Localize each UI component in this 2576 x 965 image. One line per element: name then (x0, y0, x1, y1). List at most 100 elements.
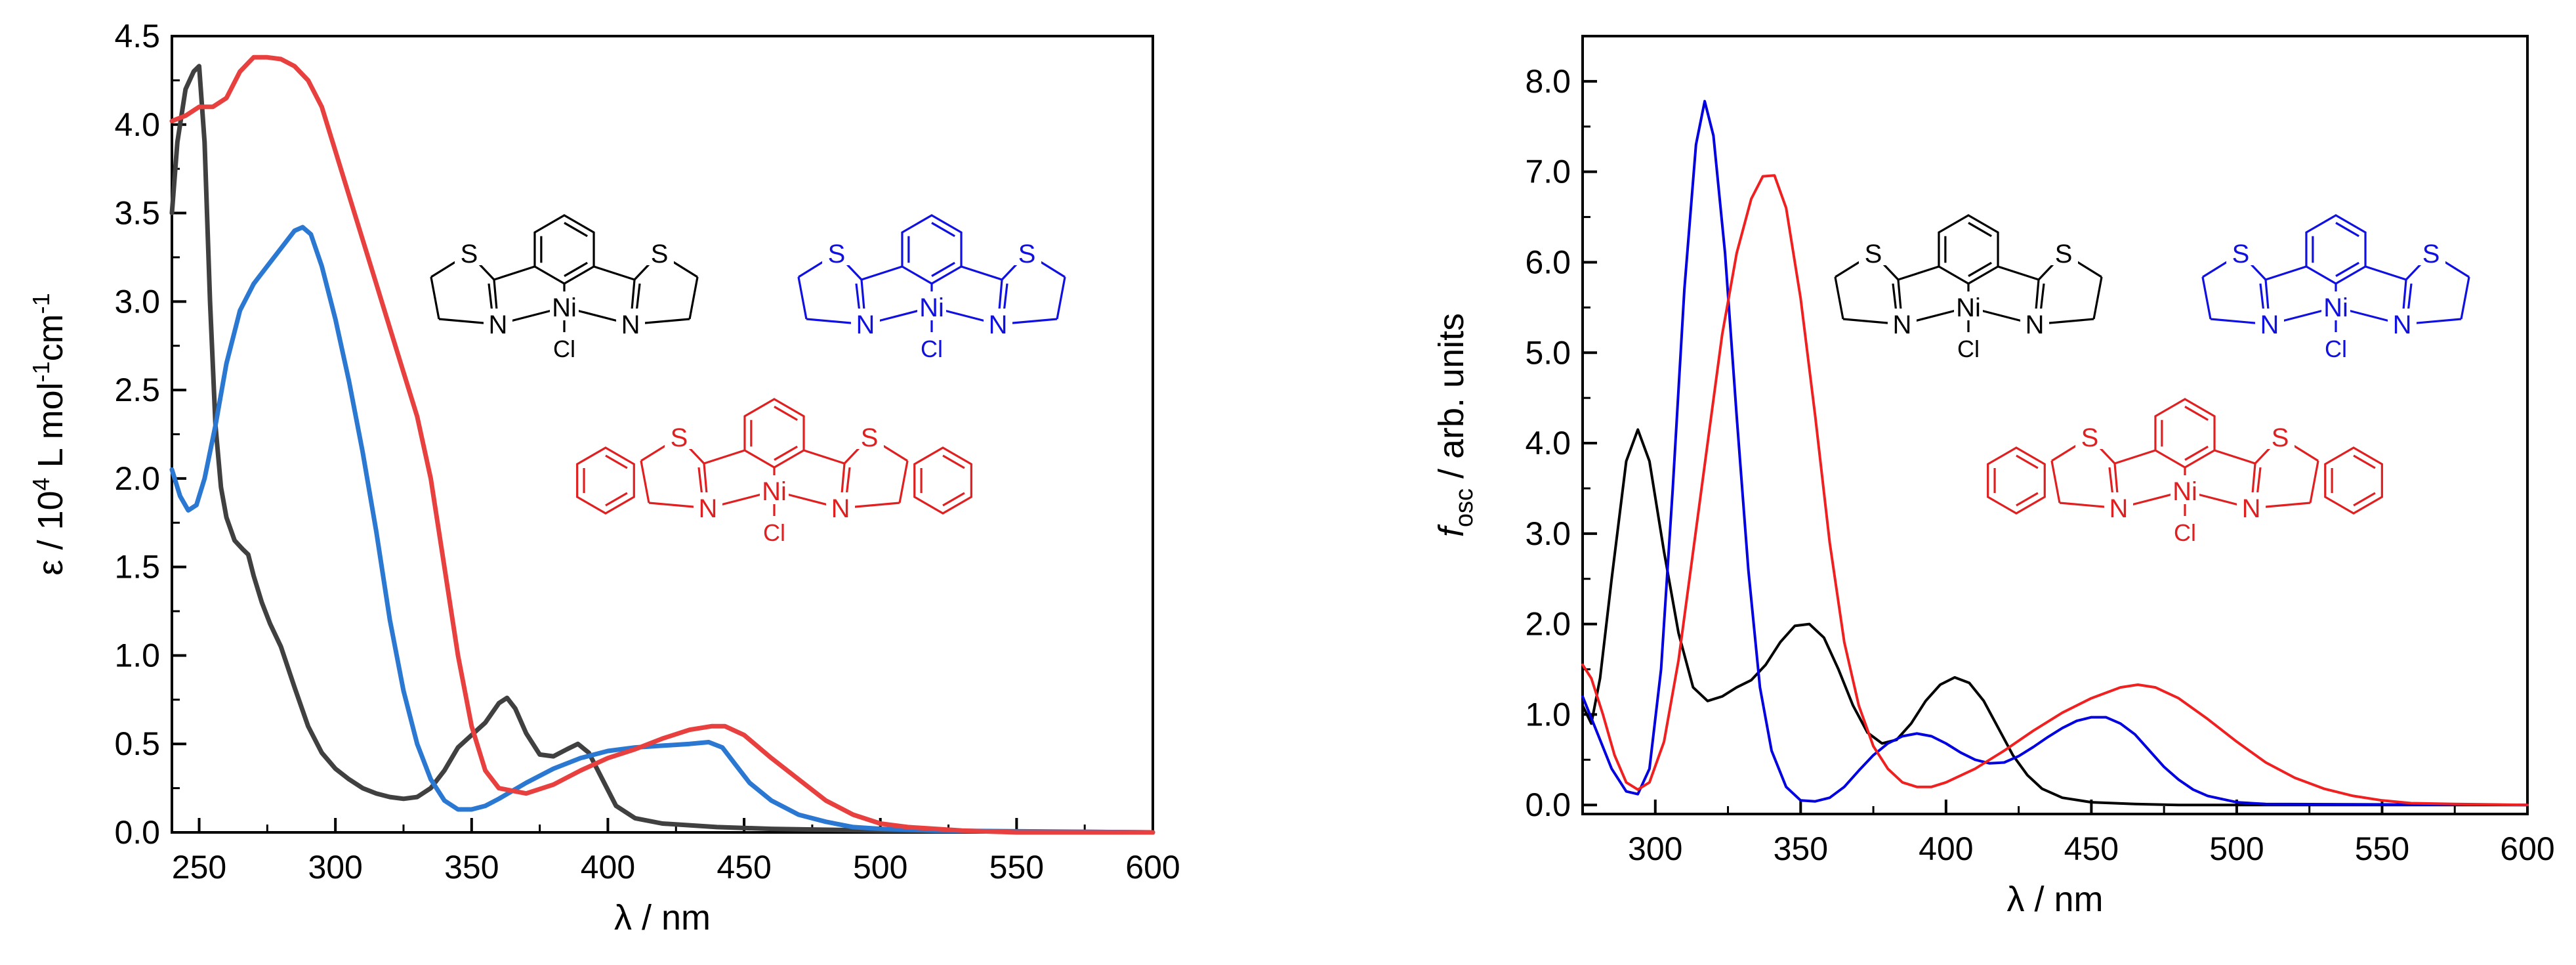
atom-mask (1954, 291, 1983, 319)
double-bond (942, 492, 965, 507)
y-axis-label-part: cm (31, 314, 70, 361)
bond (2309, 460, 2319, 504)
y-tick-label: 0.0 (114, 814, 160, 851)
atom-label-cl: Cl (553, 335, 575, 362)
ring (576, 446, 635, 515)
y-tick-label: 3.0 (1525, 515, 1571, 552)
atom-mask (2388, 309, 2417, 336)
atom-label-n: N (2242, 494, 2261, 523)
y-tick-label: 2.5 (114, 372, 160, 408)
atom-label-cl: Cl (921, 335, 943, 362)
y-tick-label: 1.5 (114, 549, 160, 586)
atom-mask (616, 309, 646, 336)
bond (898, 460, 909, 504)
atom-mask (2266, 421, 2295, 449)
y-axis-label-part: L mol (31, 382, 70, 477)
y-tick-label: 0.0 (1525, 786, 1571, 823)
ring (2305, 214, 2367, 285)
bond (640, 460, 650, 504)
double-bond (774, 406, 798, 421)
double-bond (1968, 222, 1992, 238)
double-bond (2184, 445, 2209, 461)
ring (913, 446, 972, 515)
bond (2460, 276, 2470, 320)
double-bond (605, 454, 628, 469)
y-tick-label: 1.0 (114, 637, 160, 674)
x-tick-label: 400 (581, 849, 635, 886)
ring (901, 214, 963, 285)
molecule-000000: S N S N Ni Cl (430, 214, 699, 362)
double-bond (931, 261, 955, 277)
molecule-structures: S N S N Ni Cl S N S N Ni Cl S N S N Ni Cl (1834, 214, 2470, 546)
y-tick-label: 2.0 (1525, 606, 1571, 643)
atom-label-n: N (989, 311, 1008, 339)
plot-frame (1581, 35, 2529, 815)
atom-label-s: S (671, 423, 688, 452)
atom-label-s: S (828, 240, 846, 268)
y-tick-label: 5.0 (1525, 334, 1571, 371)
double-bond (2016, 454, 2039, 469)
x-axis-label: λ / nm (2006, 880, 2103, 919)
atom-mask (550, 332, 579, 360)
series-curves (1581, 100, 2529, 807)
bond (2050, 460, 2061, 504)
x-tick-label: 350 (444, 849, 499, 886)
double-bond (931, 222, 955, 238)
series-line-2 (169, 54, 1155, 835)
atom-mask (917, 291, 946, 319)
series-line-0 (169, 64, 1155, 835)
molecule-000000: S N S N Ni Cl (1834, 214, 2103, 362)
y-tick-label: 3.0 (114, 283, 160, 320)
bond (493, 265, 535, 281)
atom-mask (2226, 238, 2255, 265)
bond (1056, 276, 1066, 320)
atom-mask (2171, 475, 2199, 503)
atom-mask (917, 332, 946, 360)
atom-mask (850, 309, 880, 336)
atom-mask (1954, 332, 1983, 360)
bond (430, 276, 440, 320)
y-tick-label: 3.5 (114, 195, 160, 232)
bond (1898, 265, 1940, 281)
atom-mask (454, 238, 484, 265)
atom-label-n: N (489, 311, 508, 339)
bond (961, 265, 1003, 281)
atom-mask (2020, 309, 2050, 336)
atom-mask (664, 421, 694, 449)
x-tick-label: 400 (1919, 830, 1973, 867)
atom-label-n: N (2393, 311, 2412, 339)
y-tick-label: 4.0 (1525, 425, 1571, 461)
ring (2324, 446, 2383, 515)
y-axis-label-sup: -1 (28, 293, 54, 314)
molecule-1010e0: S N S N Ni Cl (2201, 214, 2470, 362)
y-tick-label: 6.0 (1525, 244, 1571, 280)
y-axis-label-part: ε / 10 (31, 490, 70, 575)
atom-label-n: N (831, 494, 850, 523)
ring (743, 398, 805, 469)
bond (703, 449, 745, 465)
double-bond (2353, 492, 2376, 507)
x-tick-label: 600 (2500, 830, 2554, 867)
atom-label-ni: Ni (919, 293, 944, 322)
ring (1938, 214, 1999, 285)
ring (533, 214, 595, 285)
series-line-0 (1581, 428, 2529, 807)
molecule-e02020: S N S N Ni Cl (1987, 398, 2383, 546)
bond (688, 276, 699, 320)
atom-label-s: S (2422, 240, 2440, 268)
y-axis-label-part: / arb. units (1432, 313, 1471, 488)
double-bond (2335, 222, 2359, 238)
x-tick-label: 450 (717, 849, 771, 886)
x-tick-label: 500 (2209, 830, 2264, 867)
x-tick-label: 550 (2355, 830, 2409, 867)
atom-label-n: N (2109, 494, 2129, 523)
double-bond (2335, 261, 2359, 277)
atom-mask (821, 238, 851, 265)
chart-absorption: 250 300 350 400 450 500 550 600 0.0 0.5 1.0 1.5 2.0 2… (28, 18, 1180, 937)
atom-mask (2075, 421, 2104, 449)
atom-mask (550, 291, 579, 319)
atom-label-ni: Ni (1956, 293, 1981, 322)
atom-label-ni: Ni (552, 293, 577, 322)
atom-label-ni: Ni (2172, 477, 2197, 506)
